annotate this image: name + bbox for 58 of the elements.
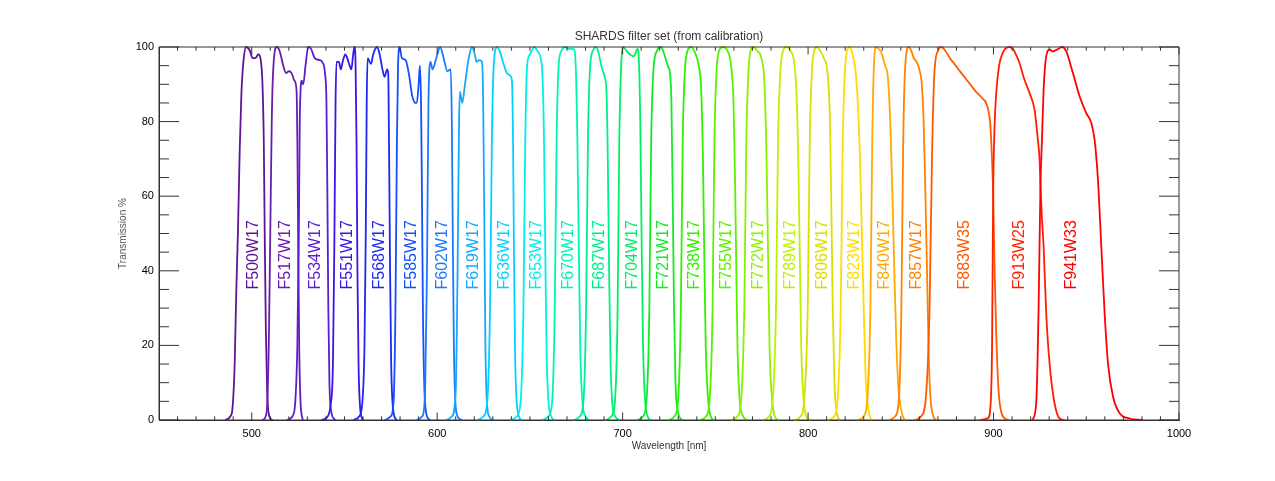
text: F517W17 [276, 219, 294, 290]
text: F755W17 [717, 219, 735, 290]
text: F534W17 [305, 219, 323, 290]
y-tick-label: 40 [141, 263, 154, 276]
x-tick-label: 500 [242, 426, 261, 439]
x-tick-label: 700 [613, 426, 632, 439]
text: F551W17 [337, 219, 355, 290]
y-tick-label: 80 [141, 114, 154, 127]
line-series [605, 46, 652, 421]
text: F687W17 [590, 219, 608, 290]
line-series [384, 46, 431, 421]
y-tick-label: 100 [135, 40, 154, 53]
x-tick-label: 1000 [1166, 426, 1192, 439]
y-axis-title: Transmission % [116, 198, 128, 269]
line-series [888, 46, 937, 421]
line-series [699, 46, 748, 421]
text: F568W17 [369, 219, 387, 290]
line-series [668, 46, 715, 421]
text: F500W17 [243, 219, 261, 290]
text: F653W17 [527, 219, 545, 290]
line-series [827, 46, 873, 421]
line-series [445, 46, 494, 421]
text: F941W33 [1061, 219, 1079, 290]
line-series [541, 46, 591, 421]
line-series [510, 46, 555, 421]
line-series [573, 46, 620, 421]
text: F585W17 [401, 219, 419, 290]
text: F602W17 [433, 219, 451, 290]
line-series [794, 46, 841, 421]
text: F738W17 [685, 219, 703, 290]
text: F823W17 [844, 219, 862, 290]
text: F636W17 [494, 219, 512, 290]
line-series [321, 46, 364, 421]
text: F806W17 [813, 219, 831, 290]
x-axis-title: Wavelength [nm] [631, 439, 707, 451]
x-tick-label: 900 [984, 426, 1003, 439]
text: F883W35 [954, 219, 972, 290]
text: F772W17 [748, 219, 766, 290]
text: F670W17 [559, 219, 577, 290]
line-series [352, 46, 398, 421]
line-series [477, 46, 522, 421]
text: F857W17 [906, 219, 924, 290]
x-tick-label: 800 [798, 426, 818, 439]
text: F619W17 [464, 219, 482, 290]
text: F913W25 [1009, 219, 1027, 290]
y-tick-label: 60 [141, 189, 154, 202]
chart-title: SHARDS filter set (from calibration) [574, 29, 764, 44]
line-series [261, 46, 304, 421]
y-tick-label: 0 [147, 413, 154, 426]
line-series [857, 46, 906, 421]
text: F704W17 [622, 219, 640, 290]
text: F721W17 [654, 219, 672, 290]
line-series [224, 46, 274, 421]
x-tick-label: 600 [428, 426, 447, 439]
y-tick-label: 20 [141, 338, 154, 351]
text: F840W17 [874, 219, 892, 290]
line-series [636, 46, 683, 421]
text: F789W17 [780, 219, 798, 290]
